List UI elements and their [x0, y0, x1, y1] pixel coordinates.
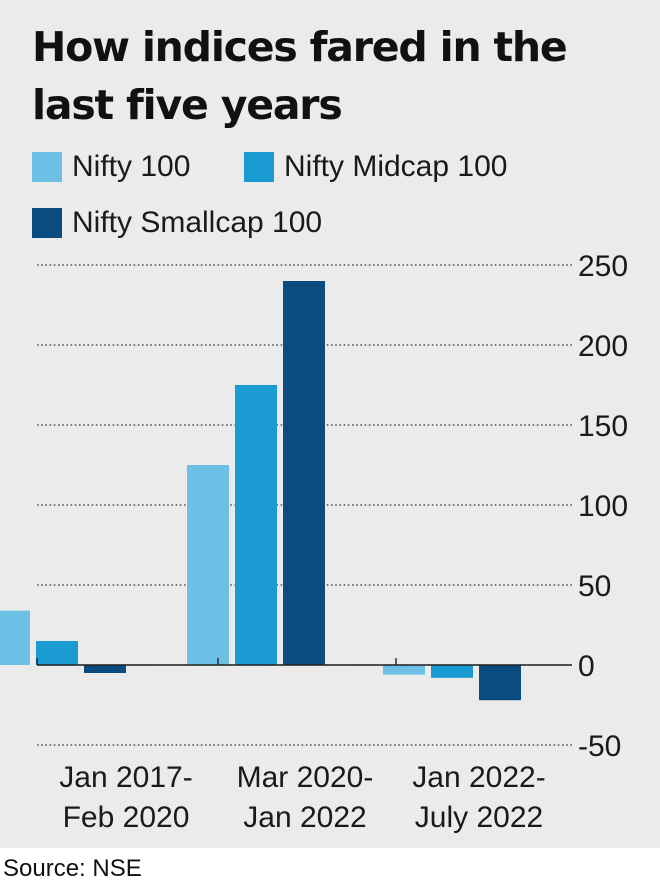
x-category-label: Jan 2017-Feb 2020 — [59, 761, 192, 834]
bar-nifty-smallcap-100 — [283, 281, 325, 665]
chart-title: How indices fared in the last five years — [32, 23, 568, 129]
legend-swatch-nifty-smallcap-100 — [32, 208, 62, 238]
bar-nifty-midcap-100 — [36, 641, 78, 665]
bar-nifty-smallcap-100 — [84, 665, 126, 673]
y-tick-label: 100 — [578, 490, 628, 523]
legend-label-nifty-100: Nifty 100 — [72, 150, 191, 183]
legend-item-nifty-midcap-100: Nifty Midcap 100 — [244, 150, 507, 184]
bar-nifty-100 — [0, 610, 30, 665]
legend-swatch-nifty-midcap-100 — [244, 152, 274, 182]
y-tick-label: -50 — [578, 730, 621, 763]
bar-nifty-midcap-100 — [235, 385, 277, 665]
bar-nifty-100 — [383, 665, 425, 675]
legend-swatch-nifty-100 — [32, 152, 62, 182]
bar-chart: 250 200 150 100 50 0 -50 Jan 2017-Feb 2020 Mar 2… — [0, 250, 628, 834]
chart-panel: How indices fared in the last five years… — [0, 0, 660, 848]
x-category-label: Mar 2020-Jan 2022 — [237, 761, 374, 834]
y-tick-label: 50 — [578, 570, 611, 603]
legend-label-nifty-midcap-100: Nifty Midcap 100 — [284, 150, 508, 183]
y-tick-label: 200 — [578, 330, 628, 363]
y-tick-label: 0 — [578, 650, 595, 683]
legend-label-nifty-smallcap-100: Nifty Smallcap 100 — [72, 206, 323, 239]
legend-item-nifty-100: Nifty 100 — [32, 150, 190, 184]
bar-nifty-100 — [187, 465, 229, 665]
legend-item-nifty-smallcap-100: Nifty Smallcap 100 — [32, 206, 322, 240]
x-category-label: Jan 2022-July 2022 — [412, 761, 545, 834]
y-tick-label: 150 — [578, 410, 628, 443]
bar-nifty-smallcap-100 — [479, 665, 521, 701]
source-note: Source: NSE — [3, 855, 142, 882]
bar-nifty-midcap-100 — [431, 665, 473, 678]
y-tick-label: 250 — [578, 250, 628, 283]
